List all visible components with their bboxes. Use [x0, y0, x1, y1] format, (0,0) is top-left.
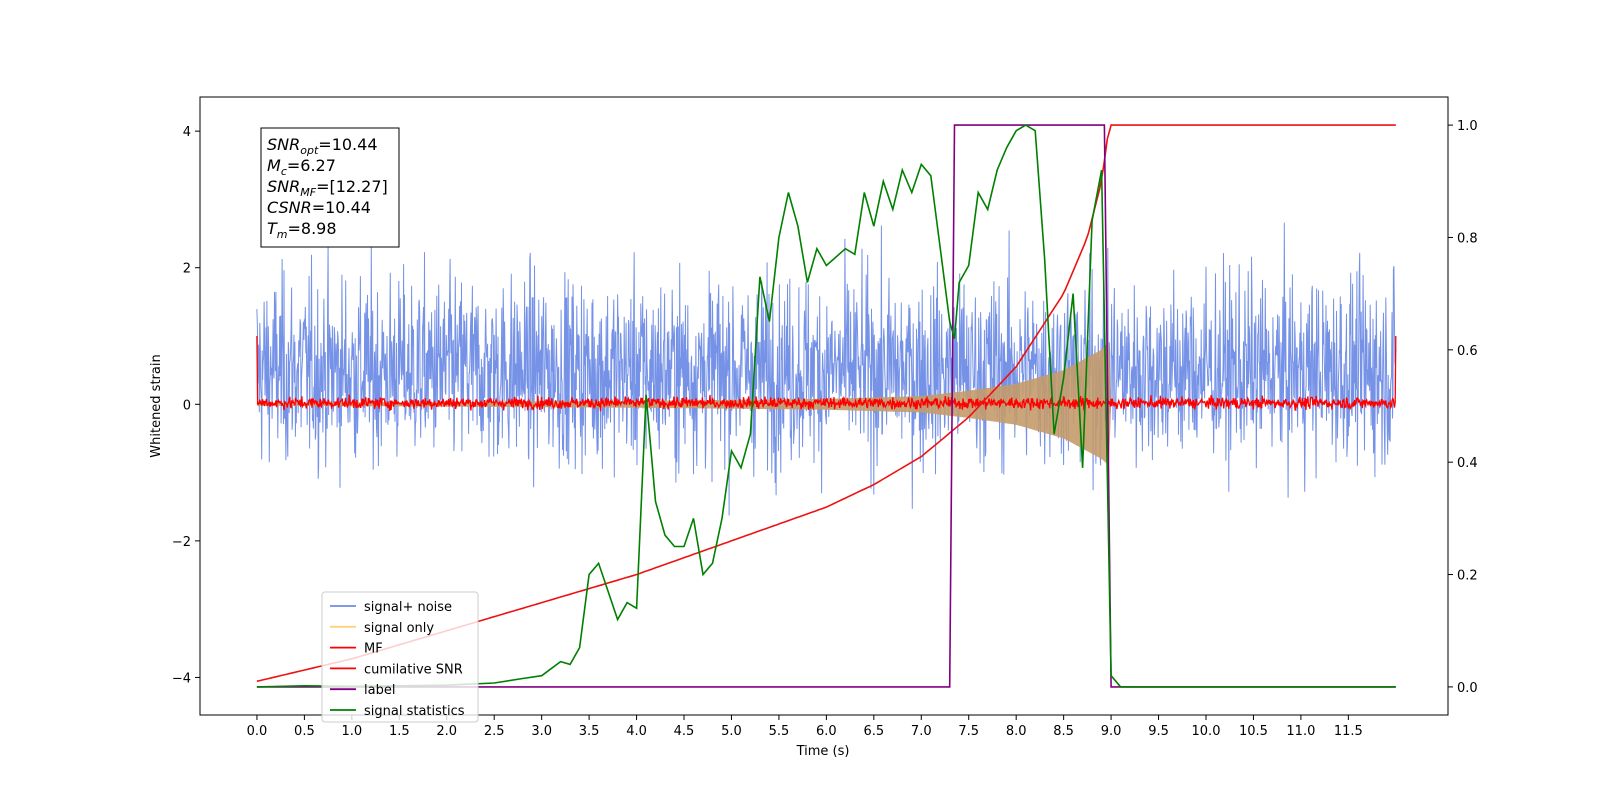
annotation-subscript: c — [281, 165, 287, 178]
annotation-line: SNRopt=10.44 — [267, 135, 378, 157]
y-left-tick-label: 4 — [183, 125, 191, 140]
x-tick-label: 11.5 — [1334, 724, 1363, 739]
axes-frame — [199, 96, 1449, 716]
x-tick-label: 1.0 — [342, 724, 363, 739]
annotation-symbol: M — [267, 156, 281, 175]
y-left-tick-label: 0 — [183, 398, 191, 413]
legend-label: MF — [364, 642, 383, 657]
x-tick-label: 7.0 — [911, 724, 932, 739]
legend-frame — [321, 591, 479, 723]
x-axis-label: Time (s) — [796, 744, 850, 759]
x-tick-label: 2.5 — [484, 724, 505, 739]
series-signal-noise — [256, 222, 1397, 516]
series-signal-only — [256, 343, 1112, 466]
annotation-symbol: T — [267, 219, 278, 238]
x-tick-label: 6.5 — [863, 724, 884, 739]
annotation-subscript: opt — [300, 144, 319, 157]
x-tick-label: 2.0 — [436, 724, 457, 739]
y-axis-label: Whitened strain — [149, 354, 164, 457]
series-mf — [256, 335, 1397, 412]
x-tick-label: 3.5 — [579, 724, 600, 739]
y-left-tick-label: −4 — [172, 671, 191, 686]
y-right-tick-label: 0.8 — [1457, 231, 1478, 246]
x-tick-label: 4.0 — [626, 724, 647, 739]
x-tick-label: 10.5 — [1239, 724, 1268, 739]
x-tick-label: 11.0 — [1286, 724, 1315, 739]
annotation-symbol: CSNR — [267, 198, 312, 217]
y-right-tick-label: 0.6 — [1457, 344, 1478, 359]
legend-label: label — [364, 683, 395, 698]
x-tick-label: 7.5 — [958, 724, 979, 739]
x-tick-label: 8.0 — [1006, 724, 1027, 739]
x-tick-label: 3.0 — [531, 724, 552, 739]
x-tick-label: 1.5 — [389, 724, 410, 739]
annotation-symbol: SNR — [267, 177, 300, 196]
annotation-value: =10.44 — [312, 198, 371, 217]
y-right-tick-label: 1.0 — [1457, 119, 1478, 134]
x-tick-label: 10.0 — [1192, 724, 1221, 739]
legend-label: signal only — [364, 621, 434, 636]
annotation-subscript: MF — [300, 186, 316, 199]
annotation-value: =8.98 — [288, 219, 337, 238]
y-axis-left-ticks: 4 2 0 −2 −4 — [172, 125, 200, 686]
annotation-line: Mc=6.27 — [267, 156, 336, 178]
y-right-tick-label: 0.2 — [1457, 569, 1478, 584]
x-tick-label: 6.0 — [816, 724, 837, 739]
annotation-value: =6.27 — [287, 156, 336, 175]
annotation-value: =[12.27] — [316, 177, 388, 196]
y-right-tick-label: 0.0 — [1457, 681, 1478, 696]
x-tick-label: 0.5 — [294, 724, 315, 739]
x-axis-ticks: 0.0 0.5 1.0 1.5 2.0 2.5 3.0 3.5 4.0 4.5 5.0 5.5 6.0 6… — [247, 715, 1363, 739]
legend-label: cumilative SNR — [364, 662, 463, 677]
annotation-line: CSNR=10.44 — [267, 198, 371, 217]
x-tick-label: 4.5 — [674, 724, 695, 739]
x-tick-label: 5.0 — [721, 724, 742, 739]
y-right-tick-label: 0.4 — [1457, 456, 1478, 471]
annotation-value: =10.44 — [318, 135, 377, 154]
annotation-line: SNRMF=[12.27] — [267, 177, 388, 199]
y-left-tick-label: 2 — [183, 262, 191, 277]
legend: signal+ noise signal only MF cumilative SNR… — [321, 591, 479, 723]
y-left-tick-label: −2 — [172, 535, 191, 550]
y-axis-right-ticks: 1.0 0.8 0.6 0.4 0.2 0.0 — [1448, 119, 1478, 696]
series-signal-statistics — [256, 124, 1396, 688]
annotation-subscript: m — [277, 228, 288, 241]
x-tick-label: 9.0 — [1101, 724, 1122, 739]
annotation-box: SNRopt=10.44Mc=6.27SNRMF=[12.27]CSNR=10.… — [260, 127, 400, 248]
legend-label: signal+ noise — [364, 600, 452, 615]
x-tick-label: 5.5 — [769, 724, 790, 739]
annotation-line: Tm=8.98 — [267, 219, 337, 241]
x-tick-label: 8.5 — [1053, 724, 1074, 739]
annotation-frame — [260, 127, 400, 248]
annotation-symbol: SNR — [267, 135, 300, 154]
x-tick-label: 9.5 — [1148, 724, 1169, 739]
legend-label: signal statistics — [364, 704, 465, 719]
x-tick-label: 0.0 — [247, 724, 268, 739]
